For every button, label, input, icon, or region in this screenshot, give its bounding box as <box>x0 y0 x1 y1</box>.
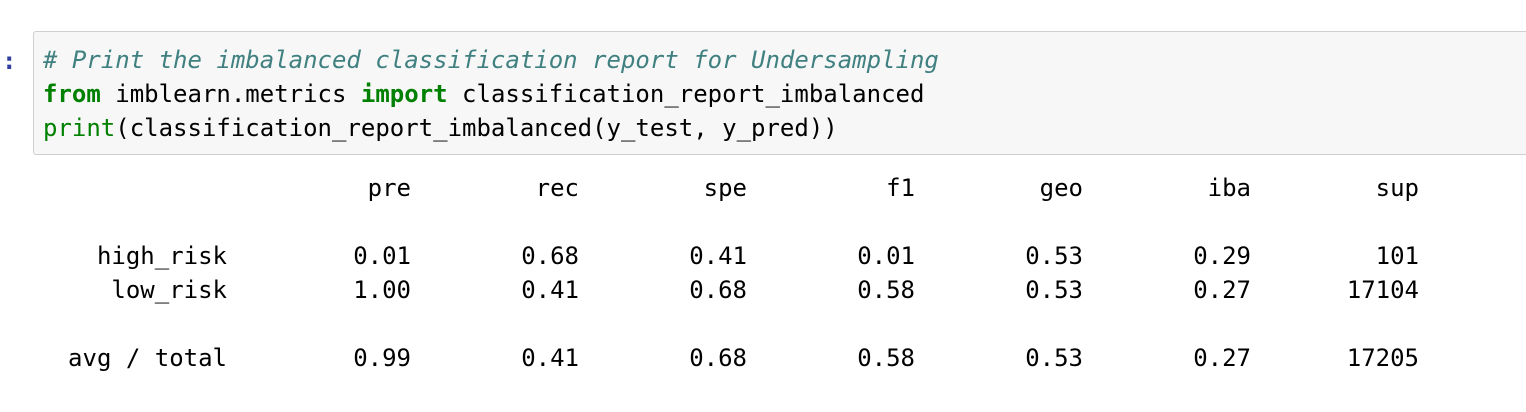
keyword-import: import <box>360 80 448 108</box>
value-rec: 0.41 <box>521 276 579 304</box>
module-name: imblearn.metrics <box>100 80 361 108</box>
value-sup: 17205 <box>1346 344 1419 372</box>
report-header-row: pre rec spe f1 geo iba sup <box>43 171 1503 205</box>
value-sup: 17104 <box>1346 276 1419 304</box>
header-spe: spe <box>703 174 747 202</box>
report-row-low-risk: low_risk 1.00 0.41 0.68 0.58 0.53 0.27 1… <box>43 273 1503 307</box>
code-cell-input[interactable]: # Print the imbalanced classification re… <box>33 31 1526 155</box>
value-spe: 0.41 <box>689 242 747 270</box>
value-geo: 0.53 <box>1025 242 1083 270</box>
header-f1: f1 <box>886 174 915 202</box>
value-f1: 0.58 <box>857 344 915 372</box>
header-pre: pre <box>367 174 411 202</box>
value-iba: 0.27 <box>1193 276 1251 304</box>
value-geo: 0.53 <box>1025 276 1083 304</box>
row-label: low_risk <box>111 276 227 304</box>
imported-name: classification_report_imbalanced <box>447 80 925 108</box>
header-sup: sup <box>1375 174 1419 202</box>
value-sup: 101 <box>1375 242 1419 270</box>
code-line-import: from imblearn.metrics import classificat… <box>43 77 924 111</box>
value-iba: 0.29 <box>1193 242 1251 270</box>
builtin-print: print <box>43 114 116 142</box>
value-rec: 0.68 <box>521 242 579 270</box>
header-geo: geo <box>1039 174 1083 202</box>
value-iba: 0.27 <box>1193 344 1251 372</box>
cell-prompt: : <box>2 47 17 75</box>
value-rec: 0.41 <box>521 344 579 372</box>
value-spe: 0.68 <box>689 344 747 372</box>
row-label: avg / total <box>68 344 227 372</box>
row-label: high_risk <box>96 242 227 270</box>
report-row-high-risk: high_risk 0.01 0.68 0.41 0.01 0.53 0.29 … <box>43 239 1503 273</box>
header-rec: rec <box>535 174 579 202</box>
value-pre: 0.99 <box>353 344 411 372</box>
keyword-from: from <box>43 80 101 108</box>
report-row-total: avg / total 0.99 0.41 0.68 0.58 0.53 0.2… <box>43 341 1503 375</box>
value-f1: 0.58 <box>857 276 915 304</box>
print-arguments: (classification_report_imbalanced(y_test… <box>115 114 838 142</box>
code-comment: # Print the imbalanced classification re… <box>43 46 939 74</box>
header-iba: iba <box>1207 174 1251 202</box>
value-spe: 0.68 <box>689 276 747 304</box>
cell-output: pre rec spe f1 geo iba sup high_risk 0.0… <box>43 171 1503 401</box>
value-pre: 1.00 <box>353 276 411 304</box>
value-f1: 0.01 <box>857 242 915 270</box>
value-pre: 0.01 <box>353 242 411 270</box>
code-line-print: print(classification_report_imbalanced(y… <box>43 111 838 145</box>
code-line-comment: # Print the imbalanced classification re… <box>43 43 939 77</box>
value-geo: 0.53 <box>1025 344 1083 372</box>
